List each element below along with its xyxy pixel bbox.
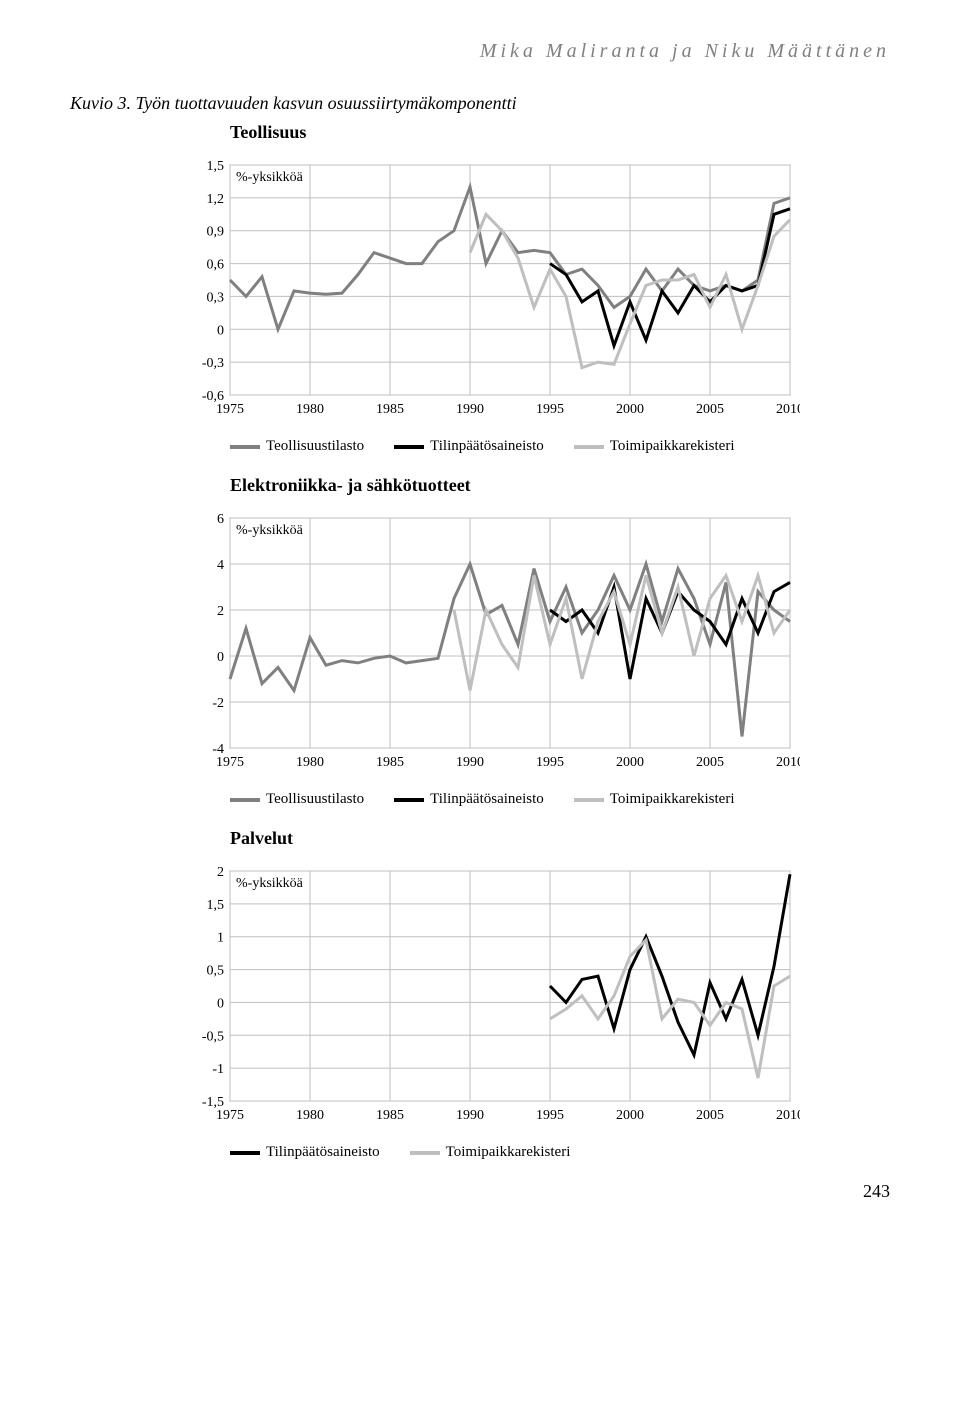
chart-block-1: Elektroniikka- ja sähkötuotteet -4-20246… (180, 475, 890, 808)
svg-text:1985: 1985 (376, 755, 404, 770)
legend-item-toimi: Toimipaikkarekisteri (574, 438, 735, 455)
svg-text:1,5: 1,5 (207, 159, 225, 174)
legend-item-toimi: Toimipaikkarekisteri (574, 791, 735, 808)
svg-text:1990: 1990 (456, 402, 484, 417)
svg-text:1975: 1975 (216, 755, 244, 770)
legend-item-tilin: Tilinpäätösaineisto (230, 1144, 380, 1161)
legend-label: Tilinpäätösaineisto (266, 1144, 380, 1161)
page-root: Mika Maliranta ja Niku Määttänen Kuvio 3… (0, 0, 960, 1222)
chart-legend-2: Tilinpäätösaineisto Toimipaikkarekisteri (230, 1144, 890, 1161)
svg-text:1995: 1995 (536, 1108, 564, 1123)
chart-title-0: Teollisuus (230, 122, 890, 143)
legend-item-toimi: Toimipaikkarekisteri (410, 1144, 571, 1161)
svg-text:1990: 1990 (456, 1108, 484, 1123)
svg-text:2000: 2000 (616, 1108, 644, 1123)
legend-swatch (574, 798, 604, 802)
legend-item-teoll: Teollisuustilasto (230, 438, 364, 455)
svg-text:1975: 1975 (216, 1108, 244, 1123)
svg-text:0: 0 (217, 996, 224, 1011)
chart-block-2: Palvelut -1,5-1-0,500,511,52197519801985… (180, 828, 890, 1161)
svg-text:1975: 1975 (216, 402, 244, 417)
svg-text:1,2: 1,2 (207, 192, 225, 207)
svg-text:2000: 2000 (616, 755, 644, 770)
svg-text:%-yksikköä: %-yksikköä (236, 523, 304, 538)
svg-text:2000: 2000 (616, 402, 644, 417)
svg-text:0: 0 (217, 650, 224, 665)
svg-text:1: 1 (217, 931, 224, 946)
svg-text:2005: 2005 (696, 402, 724, 417)
chart-title-2: Palvelut (230, 828, 890, 849)
svg-text:0,5: 0,5 (207, 964, 225, 979)
chart-block-0: Teollisuus -0,6-0,300,30,60,91,21,519751… (180, 122, 890, 455)
legend-swatch (394, 798, 424, 802)
chart-legend-1: Teollisuustilasto Tilinpäätösaineisto To… (230, 791, 890, 808)
svg-text:2005: 2005 (696, 1108, 724, 1123)
svg-text:4: 4 (217, 558, 224, 573)
chart-title-1: Elektroniikka- ja sähkötuotteet (230, 475, 890, 496)
legend-label: Tilinpäätösaineisto (430, 438, 544, 455)
chart-svg-1: -4-2024619751980198519901995200020052010… (180, 498, 800, 778)
legend-label: Tilinpäätösaineisto (430, 791, 544, 808)
svg-text:1990: 1990 (456, 755, 484, 770)
svg-text:2010: 2010 (776, 1108, 800, 1123)
legend-swatch (574, 445, 604, 449)
legend-label: Teollisuustilasto (266, 438, 364, 455)
svg-text:1985: 1985 (376, 1108, 404, 1123)
svg-text:0: 0 (217, 323, 224, 338)
legend-swatch (230, 798, 260, 802)
svg-text:2005: 2005 (696, 755, 724, 770)
legend-label: Toimipaikkarekisteri (610, 791, 735, 808)
legend-swatch (230, 1151, 260, 1155)
svg-text:2010: 2010 (776, 755, 800, 770)
legend-item-teoll: Teollisuustilasto (230, 791, 364, 808)
legend-item-tilin: Tilinpäätösaineisto (394, 791, 544, 808)
chart-svg-2: -1,5-1-0,500,511,52197519801985199019952… (180, 851, 800, 1131)
page-number: 243 (70, 1181, 890, 1202)
header-authors: Mika Maliranta ja Niku Määttänen (70, 40, 890, 63)
svg-text:6: 6 (217, 512, 224, 527)
legend-swatch (230, 445, 260, 449)
legend-label: Toimipaikkarekisteri (610, 438, 735, 455)
svg-text:-0,5: -0,5 (202, 1029, 224, 1044)
svg-text:0,6: 0,6 (207, 258, 225, 273)
legend-label: Teollisuustilasto (266, 791, 364, 808)
svg-text:1995: 1995 (536, 402, 564, 417)
svg-text:0,9: 0,9 (207, 225, 225, 240)
svg-text:1995: 1995 (536, 755, 564, 770)
svg-text:2: 2 (217, 604, 224, 619)
svg-text:1980: 1980 (296, 755, 324, 770)
legend-swatch (394, 445, 424, 449)
svg-text:1,5: 1,5 (207, 898, 225, 913)
svg-text:2010: 2010 (776, 402, 800, 417)
legend-swatch (410, 1151, 440, 1155)
svg-text:%-yksikköä: %-yksikköä (236, 170, 304, 185)
svg-text:1985: 1985 (376, 402, 404, 417)
svg-text:%-yksikköä: %-yksikköä (236, 876, 304, 891)
svg-text:2: 2 (217, 865, 224, 880)
svg-text:-2: -2 (212, 696, 224, 711)
svg-text:0,3: 0,3 (207, 290, 225, 305)
svg-text:1980: 1980 (296, 1108, 324, 1123)
chart-legend-0: Teollisuustilasto Tilinpäätösaineisto To… (230, 438, 890, 455)
svg-text:-1: -1 (212, 1062, 224, 1077)
figure-caption: Kuvio 3. Työn tuottavuuden kasvun osuuss… (70, 93, 890, 114)
svg-text:-0,3: -0,3 (202, 356, 224, 371)
svg-text:1980: 1980 (296, 402, 324, 417)
legend-item-tilin: Tilinpäätösaineisto (394, 438, 544, 455)
legend-label: Toimipaikkarekisteri (446, 1144, 571, 1161)
chart-svg-0: -0,6-0,300,30,60,91,21,51975198019851990… (180, 145, 800, 425)
charts-container: Teollisuus -0,6-0,300,30,60,91,21,519751… (70, 122, 890, 1161)
